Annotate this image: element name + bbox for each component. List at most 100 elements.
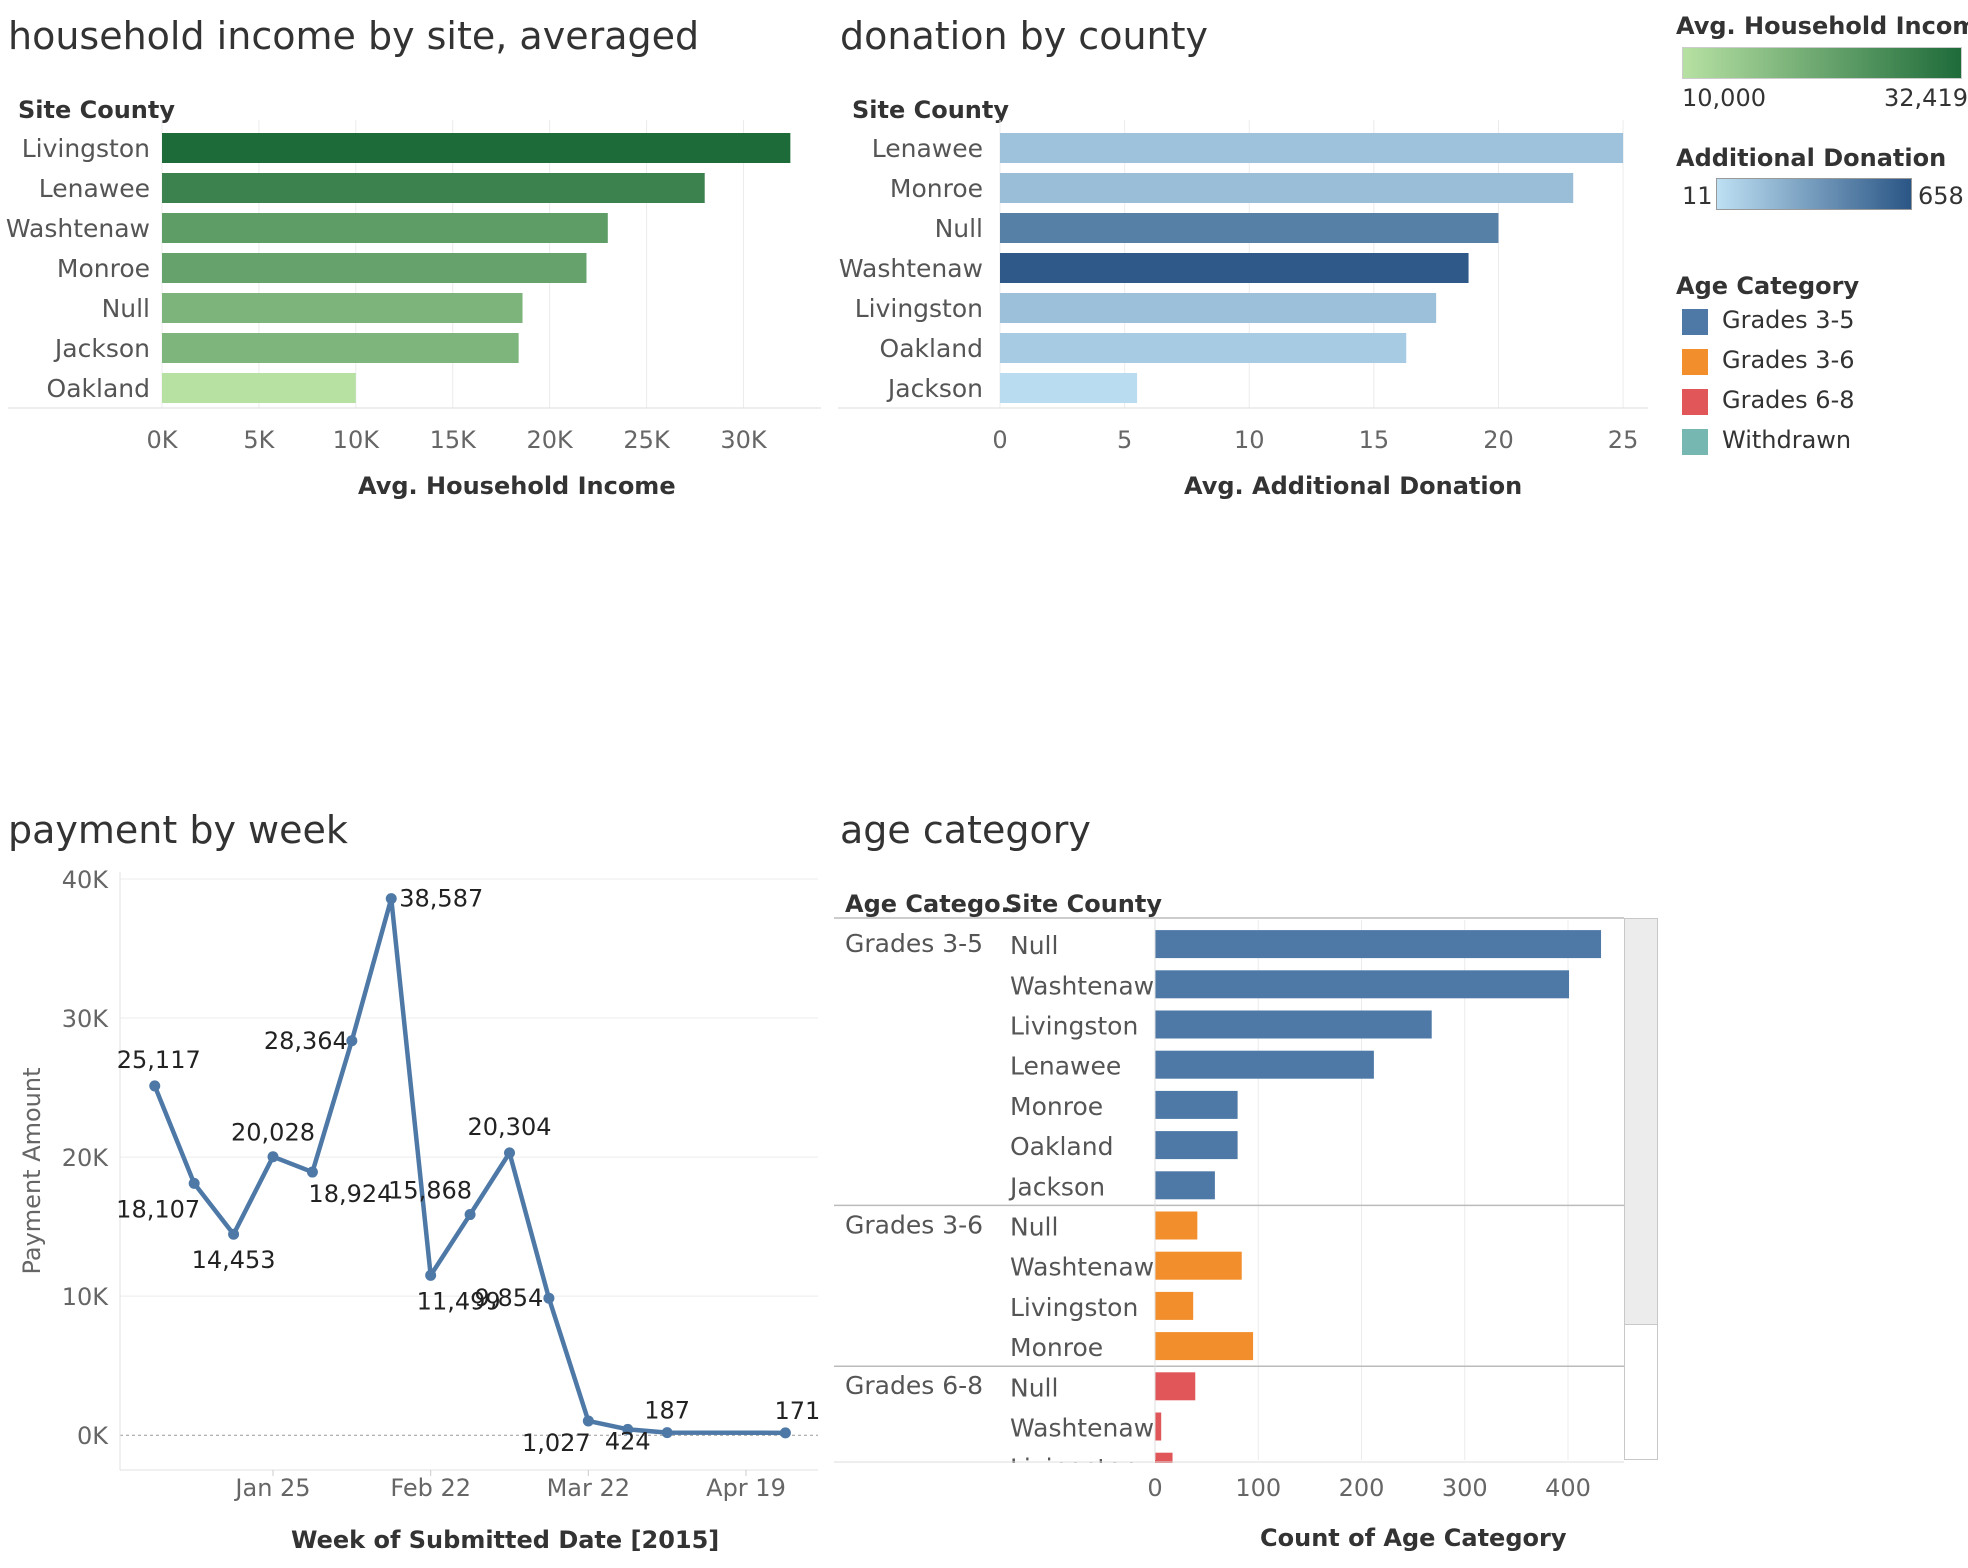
payment-point-label: 20,304 bbox=[468, 1113, 552, 1141]
payment-point-label: 14,453 bbox=[192, 1246, 276, 1274]
income-bar bbox=[162, 253, 587, 283]
age-legend-item[interactable]: Grades 6-8 bbox=[1682, 386, 1922, 416]
age-row-label: Monroe bbox=[1010, 1333, 1103, 1362]
payment-point bbox=[267, 1151, 279, 1163]
age-row-label: Livingston bbox=[1010, 1293, 1138, 1322]
payment-point-label: 28,364 bbox=[264, 1027, 348, 1055]
income-bar bbox=[162, 213, 608, 243]
payment-point-label: 18,924 bbox=[308, 1180, 392, 1208]
payment-point bbox=[188, 1177, 200, 1189]
age-bar bbox=[1155, 1010, 1432, 1039]
income-bar bbox=[162, 173, 705, 203]
income-bar bbox=[162, 133, 791, 163]
donation-row-header: Site County bbox=[852, 96, 1010, 124]
income-row-label: Washtenaw bbox=[6, 214, 150, 243]
age-row-label: Washtenaw bbox=[1010, 971, 1154, 1000]
age-tick-label: 200 bbox=[1339, 1474, 1385, 1502]
payment-point-label: 187 bbox=[644, 1397, 690, 1425]
age-row-header-county: Site County bbox=[1005, 890, 1163, 918]
donation-legend-min: 11 bbox=[1682, 182, 1713, 210]
age-row-label: Jackson bbox=[1008, 1172, 1105, 1201]
donation-row-label: Oakland bbox=[880, 334, 983, 363]
payment-point-label: 25,117 bbox=[117, 1046, 201, 1074]
age-legend-label: Grades 3-5 bbox=[1722, 306, 1855, 334]
age-legend-swatch bbox=[1682, 429, 1708, 455]
age-scrollbar-thumb[interactable] bbox=[1625, 919, 1657, 1325]
age-chart-title: age category bbox=[840, 808, 1091, 852]
age-scrollbar-track[interactable] bbox=[1624, 918, 1658, 1460]
age-group-label: Grades 6-8 bbox=[845, 1371, 983, 1400]
payment-point-label: 1,027 bbox=[522, 1429, 591, 1457]
payment-point-label: 11,499 bbox=[417, 1287, 501, 1315]
income-tick-label: 15K bbox=[430, 426, 478, 454]
payment-point bbox=[779, 1427, 791, 1439]
payment-y-tick-label: 0K bbox=[77, 1422, 109, 1450]
age-bar bbox=[1155, 1452, 1173, 1463]
payment-point-label: 9,854 bbox=[475, 1284, 544, 1312]
payment-point-label: 38,587 bbox=[399, 885, 483, 913]
income-tick-label: 25K bbox=[623, 426, 671, 454]
income-row-label: Monroe bbox=[57, 254, 150, 283]
age-bar bbox=[1155, 970, 1570, 999]
donation-bar bbox=[1000, 373, 1138, 403]
age-bar bbox=[1155, 1090, 1238, 1119]
income-row-label: Livingston bbox=[22, 134, 150, 163]
age-bar bbox=[1155, 930, 1602, 959]
donation-tick-label: 5 bbox=[1117, 426, 1132, 454]
income-row-label: Oakland bbox=[47, 374, 150, 403]
age-legend-label: Withdrawn bbox=[1722, 426, 1852, 454]
age-legend-item[interactable]: Grades 3-5 bbox=[1682, 306, 1922, 336]
payment-point bbox=[464, 1209, 476, 1221]
donation-bar bbox=[1000, 333, 1407, 363]
age-row-label: Null bbox=[1010, 1213, 1058, 1242]
age-legend-item[interactable]: Grades 3-6 bbox=[1682, 346, 1922, 376]
income-tick-label: 5K bbox=[243, 426, 275, 454]
payment-x-tick-label: Mar 22 bbox=[547, 1474, 630, 1502]
payment-point-label: 424 bbox=[605, 1427, 651, 1455]
payment-point bbox=[149, 1080, 161, 1092]
payment-point bbox=[622, 1423, 634, 1435]
donation-row-label: Livingston bbox=[855, 294, 983, 323]
age-bar bbox=[1155, 1332, 1254, 1361]
income-bar-chart: Livingston Lenawee Washtenaw Monroe Null Jack… bbox=[6, 120, 821, 454]
donation-row-label: Monroe bbox=[890, 174, 983, 203]
income-x-axis-title: Avg. Household Income bbox=[358, 472, 676, 500]
age-row-label: Oakland bbox=[1010, 1132, 1113, 1161]
income-row-label: Null bbox=[102, 294, 150, 323]
income-color-ramp bbox=[1682, 47, 1962, 79]
age-bar bbox=[1155, 1050, 1374, 1079]
age-x-axis-title: Count of Age Category bbox=[1260, 1524, 1567, 1552]
payment-point-label: 15,868 bbox=[388, 1177, 472, 1205]
donation-row-label: Jackson bbox=[886, 374, 983, 403]
age-row-label: Washtenaw bbox=[1010, 1414, 1154, 1443]
donation-tick-label: 25 bbox=[1608, 426, 1639, 454]
age-bar bbox=[1155, 1131, 1238, 1160]
age-legend-label: Grades 6-8 bbox=[1722, 386, 1855, 414]
donation-bar bbox=[1000, 253, 1469, 283]
donation-tick-label: 10 bbox=[1234, 426, 1265, 454]
payment-point-label: 18,107 bbox=[116, 1195, 200, 1223]
donation-bar bbox=[1000, 173, 1574, 203]
age-legend-item[interactable]: Withdrawn bbox=[1682, 426, 1922, 456]
donation-tick-label: 20 bbox=[1483, 426, 1514, 454]
age-tick-label: 400 bbox=[1545, 1474, 1591, 1502]
payment-y-tick-label: 40K bbox=[62, 866, 110, 894]
payment-point bbox=[582, 1415, 594, 1427]
income-legend-title: Avg. Household Income bbox=[1676, 12, 1968, 40]
age-tick-label: 300 bbox=[1442, 1474, 1488, 1502]
payment-x-tick-label: Jan 25 bbox=[233, 1474, 310, 1502]
payment-x-axis-title: Week of Submitted Date [2015] bbox=[291, 1526, 720, 1554]
payment-y-tick-label: 30K bbox=[62, 1005, 110, 1033]
donation-bar bbox=[1000, 133, 1624, 163]
income-tick-label: 10K bbox=[333, 426, 381, 454]
payment-point-label: 20,028 bbox=[231, 1119, 315, 1147]
age-bar bbox=[1155, 1211, 1198, 1240]
age-row-label: Livingston bbox=[1010, 1454, 1138, 1483]
income-row-label: Lenawee bbox=[39, 174, 150, 203]
age-bar bbox=[1155, 1171, 1215, 1200]
age-legend-swatch bbox=[1682, 389, 1708, 415]
payment-line bbox=[152, 896, 786, 1436]
payment-y-axis-title: Payment Amount bbox=[18, 1067, 46, 1274]
income-chart-title: household income by site, averaged bbox=[8, 14, 700, 58]
payment-point bbox=[661, 1427, 673, 1439]
